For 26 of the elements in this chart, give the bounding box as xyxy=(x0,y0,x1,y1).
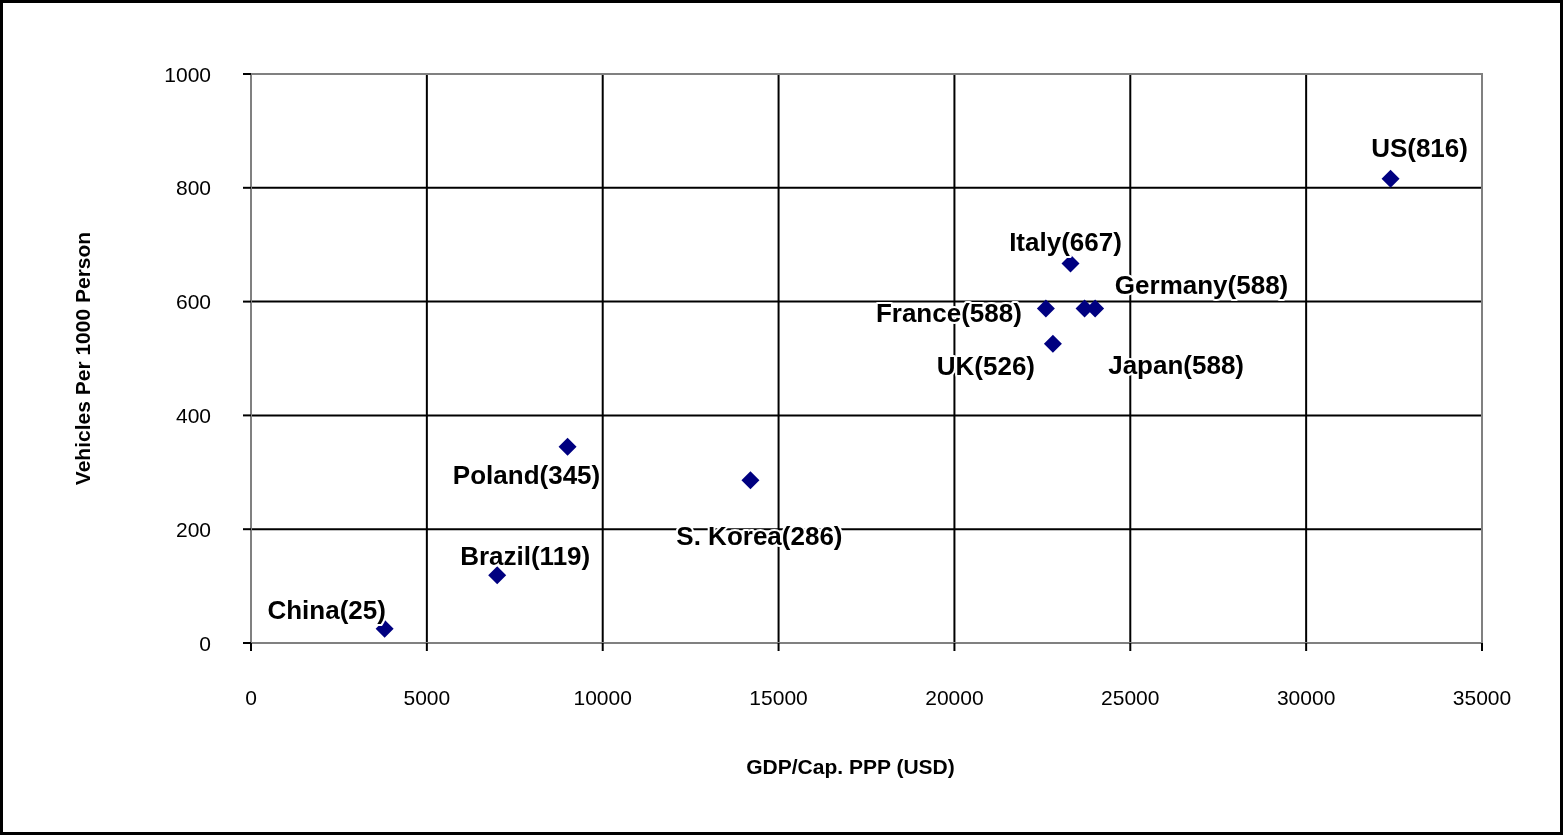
annotation: Italy(667) xyxy=(1009,227,1122,258)
y-tick-label: 400 xyxy=(175,403,211,427)
y-tick-label: 200 xyxy=(175,517,211,541)
y-tick-label: 800 xyxy=(175,176,211,200)
point xyxy=(1381,169,1400,188)
x-tick-label: 0 xyxy=(245,686,257,709)
annotation: US(816) xyxy=(1371,132,1468,163)
x-tick-label: 20000 xyxy=(925,686,984,709)
x-tick-label: 10000 xyxy=(573,686,632,709)
annotation: China(25) xyxy=(267,594,386,625)
y-axis-title: Vehicles Per 1000 Person xyxy=(70,231,94,486)
y-tick-label: 600 xyxy=(175,290,211,314)
point xyxy=(1036,299,1055,318)
x-axis-title: GDP/Cap. PPP (USD) xyxy=(746,755,955,778)
y-tick-label: 1000 xyxy=(164,62,211,86)
x-tick-label: 5000 xyxy=(403,686,451,709)
x-tick-label: 15000 xyxy=(749,686,808,709)
x-tick-label: 30000 xyxy=(1276,686,1336,709)
point xyxy=(741,471,760,490)
x-tick-label: 35000 xyxy=(1452,686,1512,709)
point xyxy=(1043,334,1062,353)
y-tick-label: 0 xyxy=(199,631,211,655)
point xyxy=(558,437,577,456)
x-tick-label: 25000 xyxy=(1101,686,1160,709)
annotation: Brazil(119) xyxy=(460,541,591,572)
annotation: Poland(345) xyxy=(452,459,601,490)
